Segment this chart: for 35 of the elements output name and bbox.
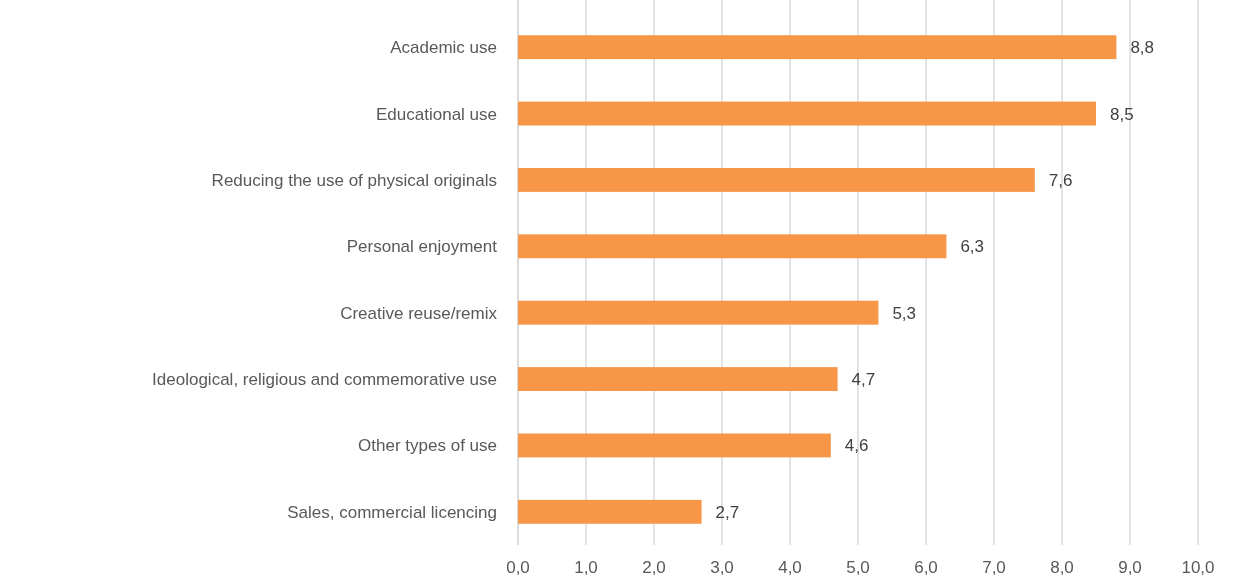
y-tick-label: Sales, commercial licencing: [287, 502, 497, 522]
data-label: 7,6: [1048, 170, 1073, 190]
y-tick-label: Other types of use: [358, 436, 497, 456]
y-tick-label: Creative reuse/remix: [340, 303, 498, 323]
x-tick-label: 7,0: [982, 557, 1006, 577]
bar: [518, 101, 1096, 126]
y-tick-label: Reducing the use of physical originals: [211, 170, 497, 190]
bar: [518, 499, 702, 524]
data-label: 2,7: [715, 502, 740, 522]
bar: [518, 234, 947, 259]
y-tick-label: Educational use: [376, 104, 497, 124]
data-label: 4,6: [844, 436, 869, 456]
bar: [518, 367, 838, 392]
y-tick-label: Academic use: [390, 38, 497, 58]
bar: [518, 167, 1035, 192]
bar: [518, 433, 831, 458]
data-label: 4,7: [851, 370, 876, 390]
x-tick-label: 9,0: [1118, 557, 1142, 577]
x-tick-label: 10,0: [1181, 557, 1215, 577]
y-tick-label: Personal enjoyment: [346, 237, 498, 257]
x-tick-label: 4,0: [778, 557, 802, 577]
y-tick-label: Ideological, religious and commemorative use: [152, 370, 497, 390]
data-label: 8,5: [1110, 104, 1134, 124]
x-tick-label: 5,0: [846, 557, 870, 577]
data-label: 8,8: [1130, 38, 1155, 58]
x-tick-label: 3,0: [710, 557, 734, 577]
data-label: 5,3: [892, 303, 917, 323]
x-tick-label: 0,0: [506, 557, 530, 577]
x-tick-label: 6,0: [914, 557, 938, 577]
data-label: 6,3: [960, 237, 985, 257]
x-tick-label: 1,0: [574, 557, 598, 577]
x-tick-label: 8,0: [1050, 557, 1074, 577]
x-tick-label: 2,0: [642, 557, 666, 577]
bar: [518, 35, 1117, 60]
bar: [518, 300, 879, 325]
